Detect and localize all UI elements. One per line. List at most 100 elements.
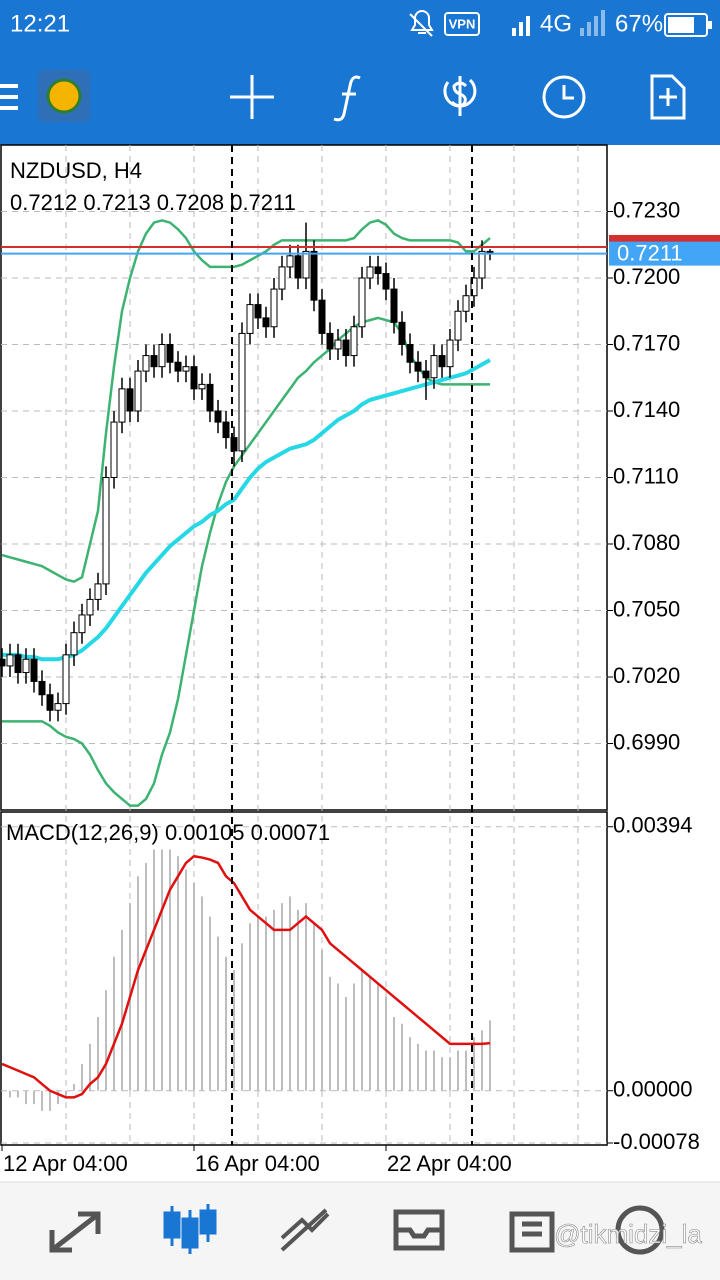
histogram-bar (425, 1050, 427, 1091)
histogram-bar (241, 943, 243, 1091)
candle-body (310, 250, 318, 301)
nav-chat[interactable] (615, 1205, 665, 1255)
candle-body (406, 344, 414, 363)
new-order-button[interactable] (650, 74, 686, 120)
panel-frames (0, 144, 608, 1146)
histogram-bar (97, 1017, 99, 1091)
candle-body (214, 410, 222, 423)
histogram-bar (225, 956, 227, 1091)
candle-body (134, 370, 142, 412)
histogram-bar (409, 1037, 411, 1091)
candle-body (118, 388, 126, 423)
candle-body (454, 310, 462, 341)
histogram-bar (449, 1057, 451, 1091)
nav-trade[interactable] (280, 1208, 330, 1252)
histogram-bar (57, 1090, 59, 1105)
histogram-bar (73, 1084, 75, 1091)
histogram-bar (81, 1063, 83, 1091)
battery-label: 67% (615, 10, 663, 37)
candle-body (30, 658, 38, 682)
y-tick-label: 0.7110 (613, 463, 679, 488)
candle-body (246, 304, 254, 334)
trade-button[interactable] (443, 76, 477, 116)
candle-body (254, 304, 262, 319)
histogram-bar (89, 1043, 91, 1091)
histogram-bar (329, 976, 331, 1091)
candle-body (422, 370, 430, 379)
histogram-bar (289, 896, 291, 1091)
signal-line (1, 854, 491, 1099)
histogram-bar (361, 970, 363, 1091)
signal-bar (526, 16, 530, 36)
histogram-bar (137, 876, 139, 1091)
candle-body (158, 344, 166, 368)
candle-body (150, 355, 158, 368)
histogram-bar (65, 1090, 67, 1098)
battery-tip (708, 21, 712, 29)
histogram-bar (313, 923, 315, 1091)
histogram-bar (249, 923, 251, 1091)
candle-body (0, 658, 6, 667)
candle-body (222, 421, 230, 439)
candle-body (54, 703, 62, 711)
watermark: @tikmidzi_la (554, 1219, 702, 1249)
nav-chart[interactable] (163, 1204, 217, 1254)
candle-body (38, 680, 46, 696)
histogram-bar (353, 983, 355, 1091)
candle-body (438, 355, 446, 368)
candle-body (14, 654, 22, 674)
vpn-label: VPN (449, 16, 476, 31)
signal-bar (580, 28, 584, 36)
histogram-bar (465, 1050, 467, 1091)
history-button[interactable] (542, 75, 586, 119)
nav-history[interactable] (393, 1209, 445, 1251)
macd-panel-frame (0, 811, 608, 1146)
candle-body (342, 339, 350, 357)
crosshair-button[interactable] (230, 75, 274, 119)
signal-bar (587, 22, 591, 36)
histogram-bar (297, 909, 299, 1091)
histogram-bar (265, 916, 267, 1091)
x-tick-label: 16 Apr 04:00 (195, 1151, 320, 1176)
histogram-bar (113, 956, 115, 1091)
histogram-bar (385, 996, 387, 1091)
signal-bar (519, 22, 523, 36)
nav-quotes[interactable] (49, 1211, 101, 1253)
histogram-bar (417, 1043, 419, 1091)
battery-level (668, 17, 694, 33)
y-tick-label: 0.6990 (613, 729, 680, 754)
logo-mark (46, 78, 82, 114)
nav-news[interactable] (509, 1211, 555, 1253)
nav-icons (49, 1204, 665, 1255)
vpn-box (444, 12, 480, 36)
histogram-bar (193, 883, 195, 1091)
candle-body (358, 277, 366, 328)
y-tick-label: 0.7080 (613, 530, 680, 555)
histogram-bar (105, 990, 107, 1091)
histogram-bar (377, 983, 379, 1091)
menu-button[interactable] (0, 84, 18, 110)
histogram-bar (25, 1090, 27, 1105)
signal-bar (512, 28, 516, 36)
candle-body (22, 658, 30, 674)
y-tick-label: 0.00394 (613, 813, 693, 838)
candle-body (302, 250, 310, 279)
histogram-bar (177, 856, 179, 1091)
candle-body (62, 654, 70, 705)
candle-body (334, 339, 342, 350)
histogram-bar (33, 1090, 35, 1105)
battery-icon (664, 13, 708, 37)
clock-hands (562, 85, 574, 100)
indicators-button[interactable] (333, 75, 361, 122)
signal-bar (601, 10, 605, 36)
plot-layer (0, 145, 613, 1151)
candle-body (94, 583, 102, 600)
y-tick-label: 0.00000 (613, 1077, 693, 1102)
histogram-bar (473, 1037, 475, 1091)
histogram-bar (441, 1057, 443, 1091)
candle-body (350, 326, 358, 357)
status-time: 12:21 (10, 10, 70, 37)
signal-bar (594, 16, 598, 36)
histogram-bar (257, 916, 259, 1091)
histogram-bar (121, 929, 123, 1091)
